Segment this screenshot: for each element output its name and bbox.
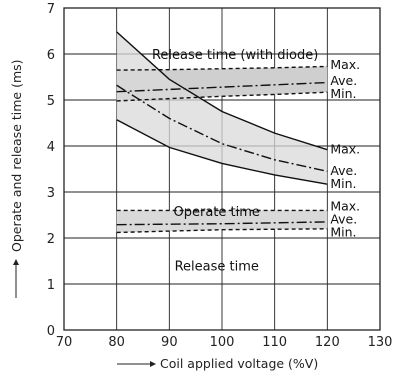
band-fill-2 [116, 210, 328, 233]
y-tick-label: 6 [47, 48, 55, 63]
band-2-max-label: Max. [330, 199, 360, 214]
band-lines [116, 31, 328, 234]
band-1-min-line [116, 119, 328, 185]
x-tick-label: 100 [210, 335, 235, 350]
x-tick-label: 90 [161, 335, 178, 350]
band-name-1: Operate time [174, 205, 260, 220]
band-fill-1 [116, 31, 328, 185]
band-1-ave-label: Ave. [330, 163, 357, 178]
band-labels: Max.Ave.Min.Max.Ave.Min.Max.Ave.Min.Rele… [152, 48, 360, 274]
y-tick-label: 5 [47, 94, 55, 109]
y-tick-label: 4 [47, 140, 55, 155]
x-axis-arrow-head [150, 361, 156, 367]
band-2-min-line [116, 228, 328, 234]
x-axis-label: Coil applied voltage (%V) [160, 356, 318, 371]
band-fills [116, 31, 328, 233]
band-1-min-label: Min. [330, 176, 356, 191]
band-1-max-line [116, 31, 328, 151]
band-1-max-label: Max. [330, 142, 360, 157]
x-tick-label: 70 [56, 335, 73, 350]
band-0-max-line [116, 65, 328, 71]
band-2-min-label: Min. [330, 225, 356, 240]
plot-frame [63, 7, 381, 331]
band-0-min-line [116, 91, 328, 102]
y-tick-label: 7 [47, 2, 55, 17]
band-1-ave-line [116, 84, 328, 172]
y-axis-arrow-head [13, 259, 19, 265]
band-0-ave-line [116, 81, 328, 93]
y-tick-label: 3 [47, 186, 55, 201]
y-tick-label: 2 [47, 232, 55, 247]
x-tick-label: 110 [262, 335, 287, 350]
grid [64, 8, 380, 330]
band-2-ave-label: Ave. [330, 212, 357, 227]
x-axis-label-group: Coil applied voltage (%V) [117, 356, 318, 371]
y-axis-label-group: Operate and release time (ms) [9, 59, 24, 298]
band-name-2: Release time [175, 259, 259, 274]
band-0-min-label: Min. [330, 86, 356, 101]
band-name-0: Release time (with diode) [152, 48, 318, 63]
band-0-ave-label: Ave. [330, 73, 357, 88]
y-axis-label: Operate and release time (ms) [9, 59, 24, 252]
band-2-ave-line [116, 221, 328, 226]
x-tick-label: 130 [368, 335, 393, 350]
x-tick-label: 80 [108, 335, 125, 350]
y-tick-label: 1 [47, 278, 55, 293]
band-0-max-label: Max. [330, 57, 360, 72]
x-tick-label: 120 [315, 335, 340, 350]
y-tick-label: 0 [47, 324, 55, 339]
tick-labels: 70 80 90 100 110 120 130 0 1 2 3 4 5 6 7 [47, 2, 393, 350]
